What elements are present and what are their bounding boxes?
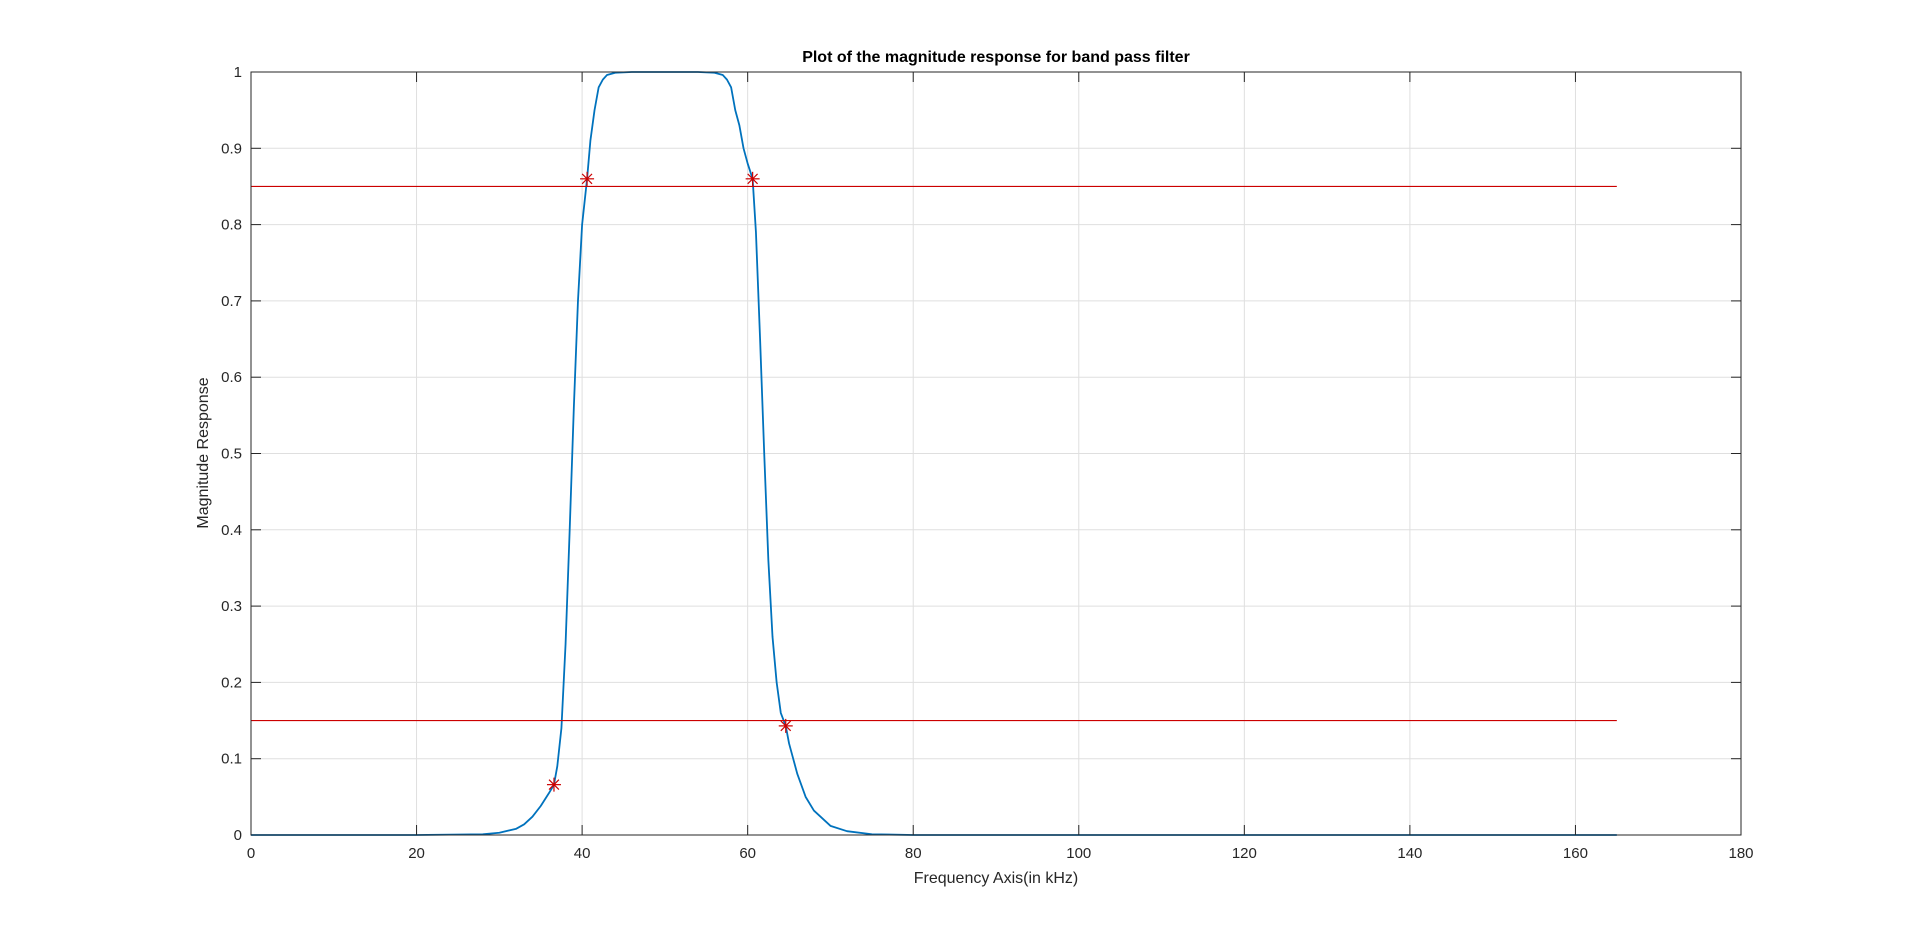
star-marker-stroke (548, 779, 560, 791)
star-marker-stroke (581, 173, 593, 185)
ticks (250, 71, 1742, 836)
star-marker (546, 777, 561, 792)
y-tick-label: 0.4 (221, 522, 242, 539)
star-marker (778, 718, 793, 733)
star-marker-stroke (747, 173, 759, 185)
x-tick-label: 160 (1563, 845, 1588, 862)
y-tick-label: 0.5 (221, 446, 242, 463)
y-tick-label: 0.9 (221, 140, 242, 157)
x-tick-label: 80 (905, 845, 922, 862)
marker-layer (546, 171, 793, 792)
y-tick-label: 0.2 (221, 674, 242, 691)
star-marker (745, 171, 760, 186)
x-tick-label: 140 (1397, 845, 1422, 862)
y-tick-label: 0.3 (221, 598, 242, 615)
y-axis-label: Magnitude Response (195, 377, 212, 528)
y-tick-label: 0.1 (221, 751, 242, 768)
x-tick-label: 60 (739, 845, 756, 862)
y-tick-label: 1 (234, 64, 242, 81)
y-tick-label: 0.8 (221, 217, 242, 234)
x-tick-label: 100 (1066, 845, 1091, 862)
x-tick-label: 180 (1728, 845, 1753, 862)
x-tick-label: 40 (574, 845, 591, 862)
tick-labels: 0 20 40 60 80 100 120 140 160 180 0 0.1 0.2 0.3 0.4 0.5… (221, 64, 1753, 862)
y-tick-label: 0.7 (221, 293, 242, 310)
x-tick-label: 20 (408, 845, 425, 862)
x-tick-label: 120 (1232, 845, 1257, 862)
star-marker-stroke (780, 720, 792, 732)
x-tick-label: 0 (247, 845, 255, 862)
x-axis-label: Frequency Axis(in kHz) (914, 870, 1079, 887)
star-marker (580, 171, 595, 186)
chart-title: Plot of the magnitude response for band … (802, 49, 1190, 66)
y-tick-label: 0.6 (221, 369, 242, 386)
y-tick-label: 0 (234, 827, 242, 844)
